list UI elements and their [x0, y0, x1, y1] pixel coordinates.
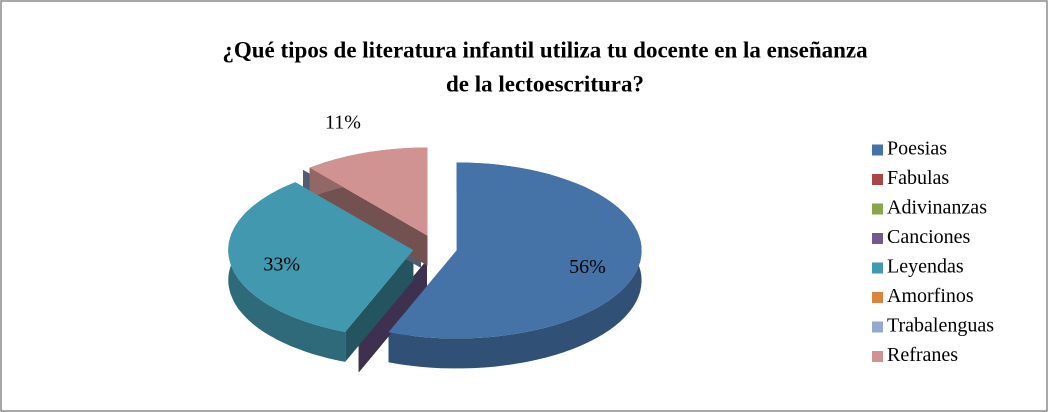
slice-side: [358, 260, 427, 373]
legend-label: Amorfinos: [887, 285, 974, 307]
chart-title: de la lectoescritura?: [446, 71, 644, 96]
slice: [388, 162, 642, 339]
data-label: 11%: [325, 111, 361, 133]
legend-swatch: [872, 292, 883, 303]
legend-label: Poesias: [887, 138, 947, 160]
slice-side: [345, 250, 414, 362]
legend-label: Refranes: [887, 344, 958, 366]
legend-label: Leyendas: [887, 256, 964, 278]
legend-swatch: [872, 203, 883, 215]
legend-swatch: [872, 321, 883, 333]
slice: [309, 147, 428, 236]
slice: [228, 182, 414, 332]
legend-label: Canciones: [887, 226, 971, 248]
legend-swatch: [872, 174, 883, 185]
legend-swatch: [872, 144, 883, 156]
data-label: 33%: [263, 254, 300, 276]
legend-swatch: [872, 233, 883, 244]
slice-side: [309, 167, 428, 266]
legend-label: Fabulas: [887, 167, 949, 189]
legend-swatch: [872, 262, 883, 274]
legend-label: Trabalenguas: [887, 315, 994, 337]
legend-swatch: [872, 351, 883, 362]
data-label: 56%: [569, 256, 606, 278]
legend-label: Adivinanzas: [887, 197, 987, 219]
chart-title: ¿Qué tipos de literatura infantil utiliz…: [222, 37, 868, 62]
